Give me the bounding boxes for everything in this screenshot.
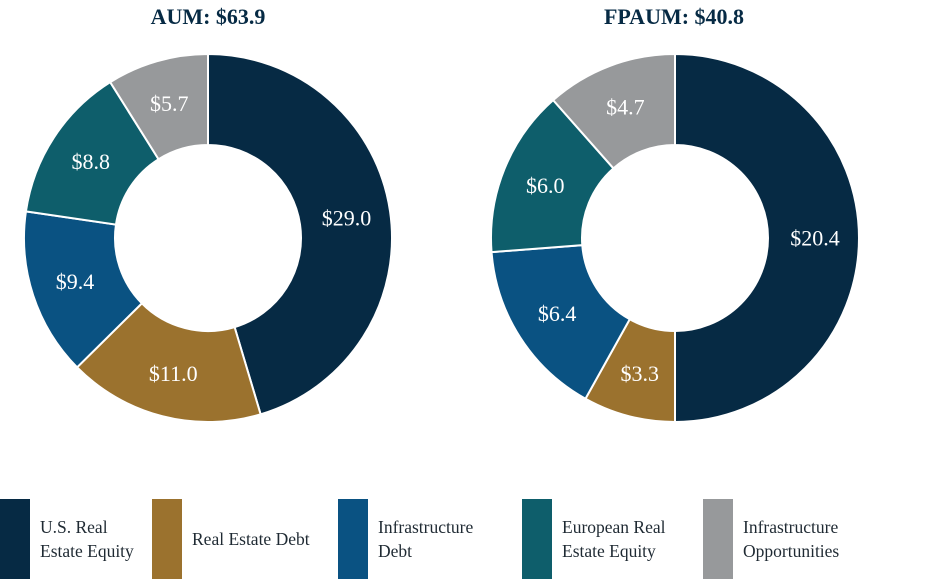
slice-european-real-estate-equity — [490, 98, 615, 254]
slice-label-real-estate-debt: $11.0 — [149, 361, 198, 386]
legend-item-us-real-estate-equity: U.S. Real Estate Equity — [0, 498, 150, 580]
legend-swatch — [0, 499, 30, 579]
slice-label-infrastructure-opportunities: $4.7 — [606, 95, 645, 120]
slice-u-s-real-estate-equity — [207, 52, 393, 416]
slice-label-infrastructure-debt: $9.4 — [56, 269, 95, 294]
slice-infrastructure-opportunities — [108, 52, 209, 161]
chart-title-fpaum: FPAUM: $40.8 — [603, 4, 745, 29]
slice-label-u-s-real-estate-equity: $20.4 — [790, 226, 840, 251]
legend-label: Infrastructure Debt — [378, 517, 474, 561]
slice-label-infrastructure-debt: $6.4 — [538, 301, 577, 326]
legend-swatch — [522, 499, 552, 579]
legend-item-infrastructure-debt: Infrastructure Debt — [338, 498, 508, 580]
slice-infrastructure-opportunities — [551, 52, 676, 170]
slice-infrastructure-debt — [23, 210, 144, 369]
slice-real-estate-debt — [75, 301, 262, 423]
legend-label: Infrastructure Opportunities — [743, 517, 840, 561]
aum-donut-chart: $29.0 $11.0 $9.4 $8.8 $5.7 — [23, 52, 393, 423]
slice-label-infrastructure-opportunities: $5.7 — [150, 91, 189, 116]
slice-label-european-real-estate-equity: $6.0 — [526, 173, 565, 198]
fpaum-donut-chart: $20.4 $3.3 $6.4 $6.0 $4.7 — [490, 52, 860, 424]
slice-label-real-estate-debt: $3.3 — [621, 361, 660, 386]
legend-item-european-real-estate-equity: European Real Estate Equity — [522, 498, 702, 580]
legend-swatch — [703, 499, 733, 579]
slice-u-s-real-estate-equity — [674, 52, 860, 424]
slice-label-european-real-estate-equity: $8.8 — [71, 149, 110, 174]
chart-title-aum: AUM: $63.9 — [150, 4, 266, 29]
legend-item-infrastructure-opportunities: Infrastructure Opportunities — [703, 498, 893, 580]
legend-label: European Real Estate Equity — [562, 517, 666, 561]
legend-item-real-estate-debt: Real Estate Debt — [152, 498, 342, 580]
slice-label-u-s-real-estate-equity: $29.0 — [322, 205, 372, 230]
slice-infrastructure-debt — [490, 244, 632, 401]
legend-swatch — [152, 499, 182, 579]
legend-label: Real Estate Debt — [192, 529, 310, 549]
legend-swatch — [338, 499, 368, 579]
legend-label: U.S. Real Estate Equity — [40, 517, 134, 561]
legend: U.S. Real Estate Equity Real Estate Debt… — [0, 498, 950, 582]
